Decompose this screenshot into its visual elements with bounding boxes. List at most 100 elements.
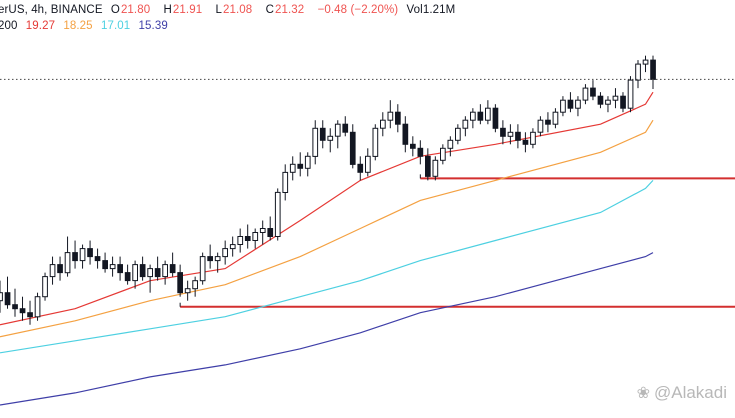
candle[interactable] (642, 55, 649, 73)
candle[interactable] (57, 256, 63, 281)
candle[interactable] (199, 252, 206, 285)
candle[interactable] (492, 104, 499, 133)
candle[interactable] (620, 92, 626, 113)
candle[interactable] (485, 100, 491, 125)
candle[interactable] (12, 288, 18, 317)
candle[interactable] (395, 104, 401, 133)
candle[interactable] (87, 240, 93, 265)
candle[interactable] (49, 256, 56, 285)
candle[interactable] (650, 55, 656, 89)
candle[interactable] (214, 252, 221, 273)
candle[interactable] (440, 144, 446, 165)
candle[interactable] (282, 164, 289, 201)
candle[interactable] (117, 256, 124, 281)
candle-body-up (327, 135, 334, 141)
candle[interactable] (612, 88, 619, 109)
candle[interactable] (0, 280, 3, 313)
candle[interactable] (297, 152, 304, 177)
candle-body-up (387, 111, 394, 121)
candle[interactable] (267, 216, 274, 241)
candle[interactable] (522, 132, 529, 153)
candle[interactable] (244, 224, 251, 249)
candle[interactable] (567, 92, 574, 113)
candle[interactable] (207, 244, 214, 269)
candle[interactable] (259, 220, 266, 245)
candle[interactable] (274, 188, 281, 241)
candle[interactable] (162, 260, 169, 285)
change-value: −0.48 (−2.20%) (317, 4, 399, 16)
candle[interactable] (19, 296, 26, 321)
candle[interactable] (477, 104, 484, 125)
candle[interactable] (177, 264, 184, 297)
candle[interactable] (410, 136, 416, 157)
candle[interactable] (530, 128, 536, 149)
candle[interactable] (590, 80, 596, 101)
candle[interactable] (139, 256, 146, 281)
candle[interactable] (515, 124, 521, 149)
candle[interactable] (500, 120, 506, 145)
candle[interactable] (470, 108, 476, 129)
candle-body-up (470, 111, 476, 121)
candle[interactable] (432, 156, 439, 181)
candle[interactable] (304, 152, 311, 177)
candle[interactable] (102, 252, 109, 273)
candle[interactable] (192, 276, 199, 297)
candle[interactable] (132, 260, 139, 289)
candle[interactable] (627, 76, 634, 113)
candle[interactable] (79, 244, 86, 269)
candle[interactable] (64, 236, 71, 277)
candle[interactable] (289, 156, 296, 181)
candle[interactable] (425, 148, 431, 181)
candle[interactable] (635, 60, 641, 89)
candle[interactable] (387, 100, 394, 129)
candle[interactable] (537, 116, 544, 137)
candle[interactable] (222, 240, 229, 265)
candle[interactable] (575, 96, 581, 117)
candle[interactable] (349, 124, 356, 169)
candle-body-down (139, 264, 146, 278)
candle[interactable] (372, 124, 379, 161)
candle-body-down (169, 264, 176, 274)
candle[interactable] (327, 128, 334, 153)
candle[interactable] (357, 156, 364, 181)
candle[interactable] (342, 116, 349, 137)
candle[interactable] (94, 248, 101, 269)
candle[interactable] (582, 84, 589, 105)
candle[interactable] (334, 120, 341, 149)
candle[interactable] (252, 228, 259, 249)
candle[interactable] (552, 108, 559, 129)
candle[interactable] (147, 264, 154, 293)
candle-body-up (447, 139, 454, 149)
candle[interactable] (560, 96, 566, 117)
candle-body-down (492, 107, 499, 129)
candle[interactable] (109, 256, 116, 277)
candle[interactable] (545, 112, 551, 133)
candle[interactable] (237, 228, 244, 253)
candle[interactable] (402, 116, 409, 153)
candle[interactable] (312, 120, 319, 165)
candle[interactable] (447, 136, 454, 157)
candle[interactable] (380, 112, 386, 137)
candle[interactable] (319, 120, 326, 149)
candle[interactable] (507, 124, 514, 145)
candle-body-down (154, 268, 161, 278)
candle[interactable] (455, 124, 461, 145)
candle[interactable] (4, 276, 11, 309)
candle[interactable] (462, 116, 469, 137)
candle[interactable] (184, 280, 191, 301)
candle[interactable] (27, 300, 33, 325)
candle[interactable] (72, 240, 78, 269)
candle[interactable] (417, 140, 424, 165)
candle[interactable] (229, 236, 236, 257)
candle[interactable] (154, 256, 161, 281)
candle[interactable] (34, 292, 41, 321)
candle[interactable] (605, 96, 611, 113)
candle[interactable] (124, 264, 131, 285)
levels-layer (179, 174, 735, 308)
candle[interactable] (42, 272, 48, 301)
candle[interactable] (365, 148, 371, 177)
candle[interactable] (597, 92, 604, 109)
candle[interactable] (169, 252, 176, 277)
